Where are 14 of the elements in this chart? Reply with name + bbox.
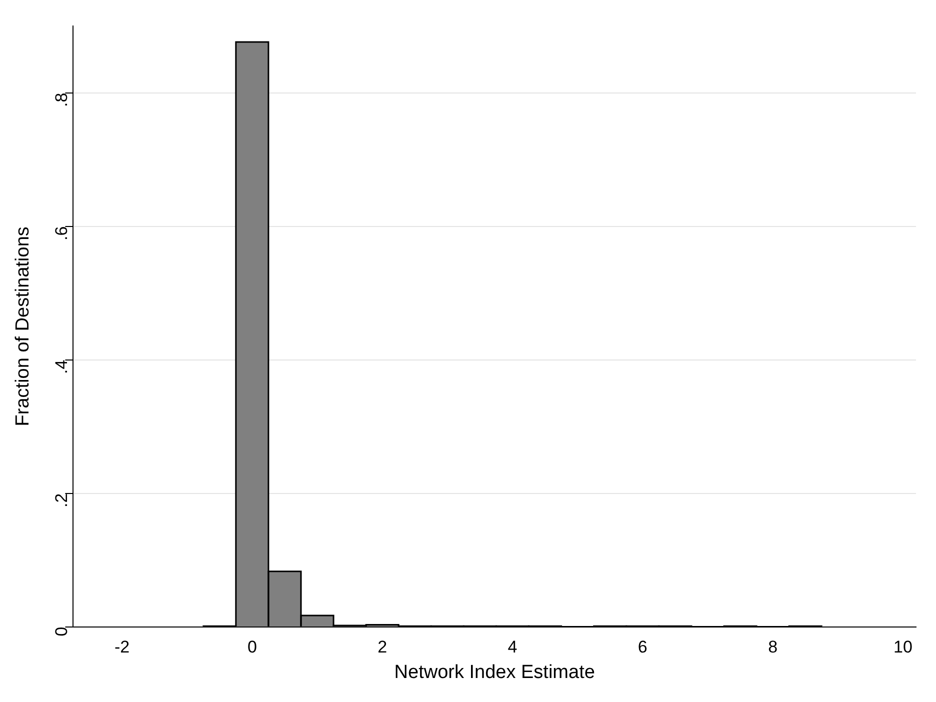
x-axis-title: Network Index Estimate bbox=[394, 662, 595, 683]
y-tick-label: .4 bbox=[52, 360, 71, 374]
y-axis-title: Fraction of Destinations bbox=[12, 226, 34, 426]
x-tick-label: 10 bbox=[894, 638, 912, 657]
y-tick-label: .6 bbox=[52, 226, 71, 240]
y-tick-label: .2 bbox=[52, 493, 71, 508]
x-tick-label: 6 bbox=[638, 638, 648, 657]
x-tick-label: -2 bbox=[114, 638, 130, 657]
x-tick-label: 0 bbox=[247, 638, 257, 657]
x-tick-label: 2 bbox=[378, 638, 388, 657]
x-tick-label: 8 bbox=[768, 638, 778, 657]
y-tick-label: .8 bbox=[52, 92, 71, 107]
y-tick-label: 0 bbox=[52, 626, 71, 636]
x-tick-label: 4 bbox=[508, 638, 518, 657]
